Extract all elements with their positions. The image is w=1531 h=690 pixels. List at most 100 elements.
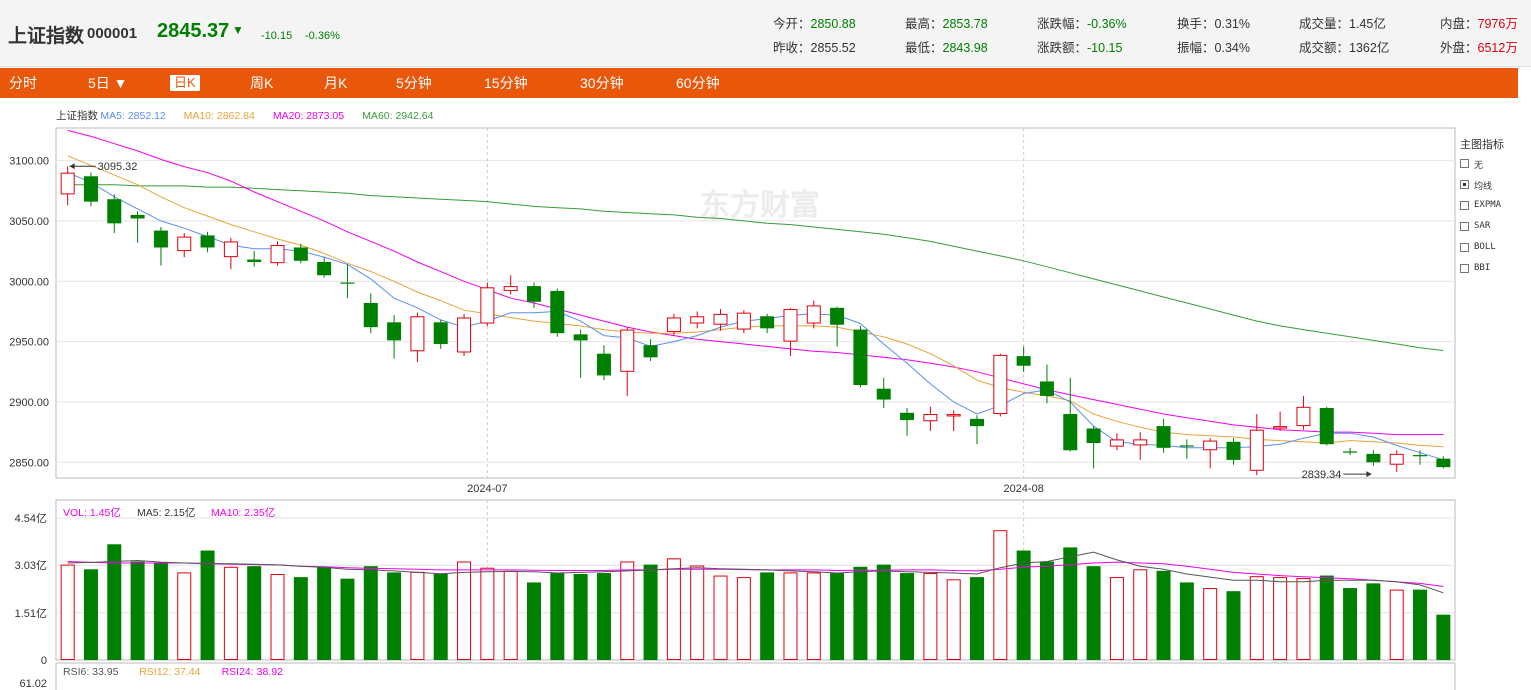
indicator-option-label: BBI [1474, 263, 1491, 273]
checkbox-icon[interactable] [1460, 222, 1469, 231]
volume-bar [573, 573, 588, 660]
stat-3: 换手：0.31% [1177, 13, 1250, 32]
volume-bar [1249, 576, 1264, 660]
volume-legend-item: MA10: 2.35亿 [211, 506, 275, 519]
volume-bar [713, 575, 728, 660]
candle-body [1249, 429, 1264, 471]
rsi-legend-item: RSI24: 38.92 [222, 666, 283, 678]
volume-legend-item: VOL: 1.45亿 [63, 506, 121, 519]
volume-bar [1133, 569, 1148, 661]
stat-label: 外盘： [1440, 41, 1478, 55]
stat-label: 昨收： [773, 41, 811, 55]
period-tab-bar: 分时 5日 ▼ 日K 周K 月K 5分钟 15分钟 30分钟 60分钟 [0, 68, 1518, 98]
checkbox-icon[interactable] [1460, 243, 1469, 252]
volume-bar [550, 573, 565, 660]
volume-bar [480, 567, 495, 660]
index-change-pct: -0.36% [305, 30, 340, 42]
rsi-legend-item: RSI12: 37.44 [139, 666, 200, 678]
candle-body [200, 235, 215, 248]
stat-label: 涨跌幅： [1037, 17, 1088, 31]
tab-7[interactable]: 30分钟 [580, 75, 624, 91]
volume-bar [200, 550, 215, 660]
indicator-option-2[interactable]: EXPMA [1460, 200, 1504, 221]
candle-body [153, 230, 168, 248]
index-name: 上证指数 [8, 26, 85, 47]
checkbox-icon[interactable] [1460, 180, 1469, 189]
volume-bar [503, 570, 518, 660]
volume-bar [1366, 583, 1381, 660]
volume-bar [1436, 614, 1451, 660]
checkbox-icon[interactable] [1460, 201, 1469, 210]
price-legend-item: MA20: 2873.05 [273, 110, 344, 122]
candle-body [433, 322, 448, 345]
stat-label: 最低： [905, 41, 943, 55]
checkbox-icon[interactable] [1460, 264, 1469, 273]
candle-body [783, 309, 798, 342]
candle-body [1389, 453, 1404, 465]
watermark-text: 东方财富 [700, 188, 820, 222]
candle-body [736, 312, 751, 330]
indicator-option-4[interactable]: BOLL [1460, 242, 1504, 263]
quote-header: 上证指数 000001 2845.37 ▼ -10.15 -0.36% 今开：2… [0, 0, 1531, 67]
indicator-option-5[interactable]: BBI [1460, 263, 1504, 284]
stat-7: 最低：2843.98 [905, 37, 988, 56]
ma10-line [67, 155, 1444, 448]
stat-value: -10.15 [1087, 41, 1123, 55]
volume-bar [1109, 577, 1124, 661]
vol-ma10-line [67, 561, 1444, 587]
candle-body [620, 329, 635, 372]
candle-body [363, 303, 378, 328]
volume-bar [340, 578, 355, 660]
tab-0[interactable]: 分时 [9, 75, 37, 91]
candle-body [1319, 408, 1334, 445]
index-code: 000001 [87, 25, 138, 42]
volume-bar [1296, 578, 1311, 660]
candle-body [1343, 451, 1358, 453]
stat-value: 1.45亿 [1349, 17, 1386, 31]
indicator-option-label: 无 [1474, 161, 1484, 171]
stat-value: 2855.52 [810, 41, 856, 55]
candle-body [60, 172, 75, 195]
price-legend-item: MA60: 2942.64 [362, 110, 433, 122]
price-legend-item: 上证指数 [56, 109, 98, 122]
tab-3[interactable]: 周K [250, 75, 274, 91]
candle-body [1086, 428, 1101, 443]
tab-4[interactable]: 月K [324, 75, 348, 91]
candle-body [830, 307, 845, 325]
candle-body [503, 286, 518, 291]
candle-body [1063, 414, 1078, 451]
volume-bar [876, 564, 891, 660]
arrow-icon [69, 163, 75, 170]
stat-6: 昨收：2855.52 [773, 37, 856, 56]
indicator-option-1[interactable]: 均线 [1460, 179, 1504, 200]
volume-bar [177, 572, 192, 661]
volume-bar [107, 544, 122, 660]
volume-bar [1273, 577, 1288, 661]
indicator-option-3[interactable]: SAR [1460, 221, 1504, 242]
candle-body [690, 316, 705, 324]
volume-bar [433, 573, 448, 660]
volume-bar [783, 572, 798, 661]
candle-body [293, 247, 308, 261]
indicator-option-0[interactable]: 无 [1460, 158, 1504, 179]
candle-body [317, 261, 332, 276]
volume-bar [1156, 570, 1171, 660]
candle-body [853, 329, 868, 386]
candle-body [1179, 445, 1194, 447]
tab-8[interactable]: 60分钟 [676, 75, 720, 91]
price-legend-item: MA10: 2862.84 [184, 110, 255, 122]
tab-1[interactable]: 5日 ▼ [88, 75, 128, 91]
candle-body [1226, 441, 1241, 460]
stat-label: 换手： [1177, 17, 1215, 31]
candle-body [340, 282, 355, 284]
volume-legend-item: MA5: 2.15亿 [137, 506, 195, 519]
candle-body [387, 322, 402, 341]
checkbox-icon[interactable] [1460, 159, 1469, 168]
tab-5[interactable]: 5分钟 [396, 75, 432, 91]
tab-6[interactable]: 15分钟 [484, 75, 528, 91]
price-tick-label: 2900.00 [9, 397, 49, 409]
stat-1: 最高：2853.78 [905, 13, 988, 32]
tab-2[interactable]: 日K [170, 75, 200, 91]
candle-body [1039, 381, 1054, 396]
stat-label: 涨跌额： [1037, 41, 1088, 55]
